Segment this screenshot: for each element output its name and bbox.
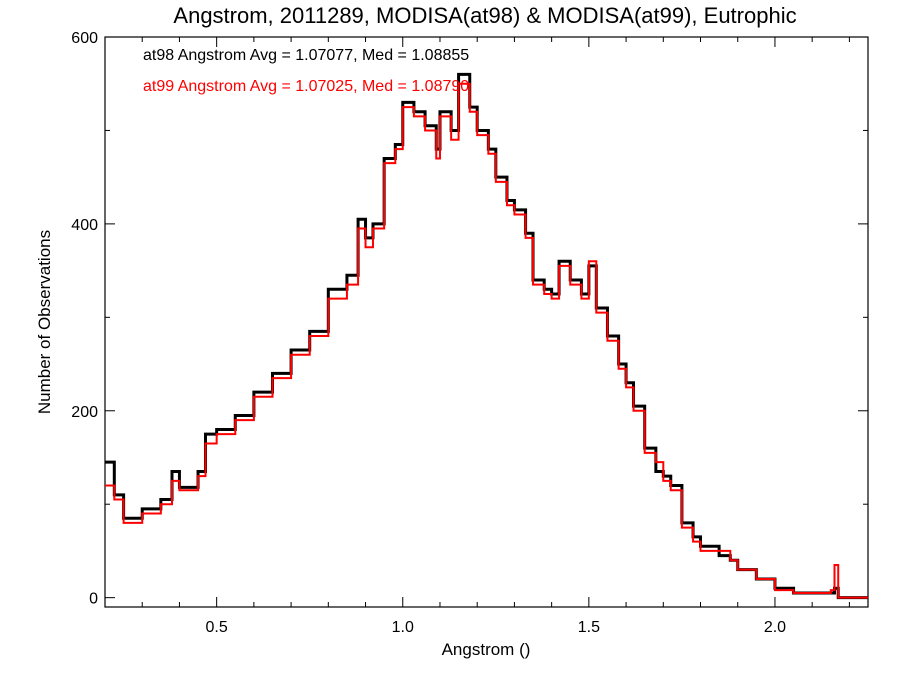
y-axis-ticks: 0 200 400 600 — [71, 30, 868, 608]
y-tick-label: 600 — [71, 30, 98, 47]
y-axis-label: Number of Observations — [35, 230, 54, 414]
series-line-at98 — [105, 72, 868, 600]
x-axis-ticks: 0.5 1.0 1.5 2.0 — [141, 37, 850, 636]
y-tick-label: 0 — [89, 591, 98, 608]
x-tick-label: 2.0 — [764, 619, 786, 636]
x-tick-label: 1.5 — [578, 619, 600, 636]
y-tick-label: 400 — [71, 217, 98, 234]
series-layer — [105, 72, 868, 600]
x-tick-label: 1.0 — [392, 619, 414, 636]
x-tick-label: 0.5 — [206, 619, 228, 636]
legend-entry-at99: at99 Angstrom Avg = 1.07025, Med = 1.087… — [143, 78, 469, 95]
chart-title: Angstrom, 2011289, MODISA(at98) & MODISA… — [173, 3, 796, 28]
y-tick-label: 200 — [71, 404, 98, 421]
legend-entry-at98: at98 Angstrom Avg = 1.07077, Med = 1.088… — [143, 47, 469, 64]
series-line-at99 — [105, 82, 868, 599]
plot-frame — [104, 36, 869, 608]
x-axis-label: Angstrom () — [442, 640, 531, 659]
